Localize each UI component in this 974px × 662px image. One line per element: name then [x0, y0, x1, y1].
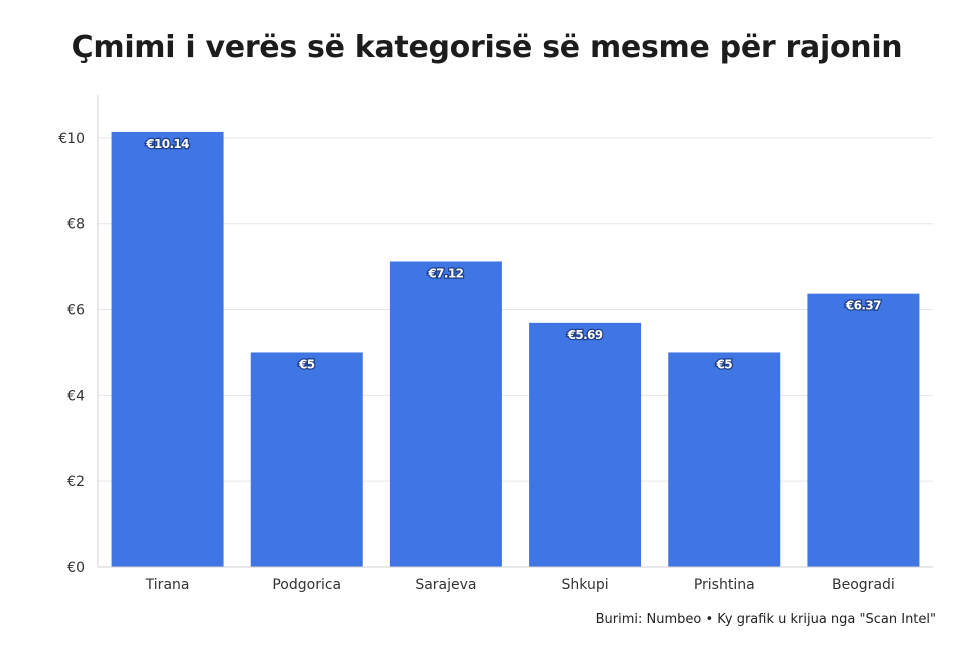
y-tick-label: €4: [67, 388, 85, 404]
bar: [250, 352, 363, 567]
x-tick-label: Beogradi: [832, 577, 895, 593]
source-note: Burimi: Numbeo • Ky grafik u krijua nga …: [595, 612, 936, 627]
bar-data-label: €5: [298, 357, 315, 371]
chart-title: Çmimi i verës së kategorisë së mesme për…: [71, 30, 903, 65]
bar-data-label: €5.69: [567, 328, 603, 342]
x-tick-label: Podgorica: [272, 577, 341, 593]
bar-data-label: €6.37: [845, 299, 881, 313]
bar: [807, 293, 920, 567]
y-tick-label: €8: [67, 217, 85, 233]
y-tick-label: €6: [67, 303, 85, 319]
x-tick-label: Prishtina: [694, 577, 755, 593]
bar: [529, 322, 642, 567]
x-tick-label: Shkupi: [562, 577, 609, 593]
bar: [389, 261, 502, 567]
bar: [668, 352, 781, 567]
x-tick-label: Tirana: [145, 577, 190, 593]
bar-data-label: €10.14: [145, 137, 189, 151]
bar-data-label: €5: [716, 357, 733, 371]
y-tick-label: €0: [67, 560, 85, 576]
x-tick-label: Sarajeva: [415, 577, 476, 593]
bar-data-label: €7.12: [427, 266, 463, 280]
y-tick-label: €10: [58, 131, 85, 147]
bar: [111, 131, 224, 567]
y-tick-label: €2: [67, 474, 85, 490]
